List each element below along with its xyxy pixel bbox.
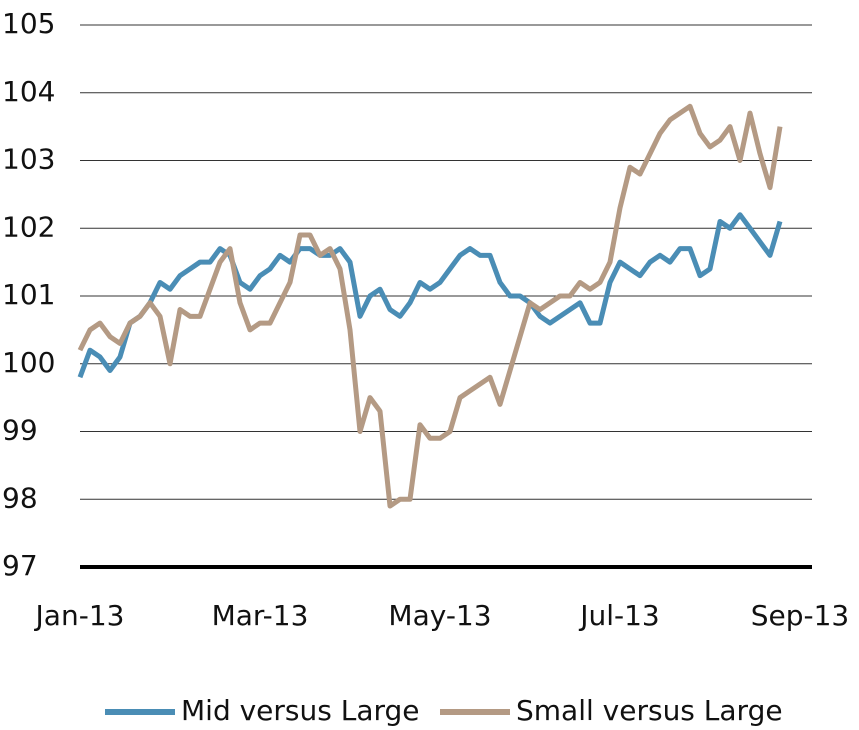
y-tick-label: 98 <box>2 481 38 514</box>
series-line <box>77 103 783 509</box>
y-tick-label: 99 <box>2 414 38 447</box>
x-tick-label: Mar-13 <box>212 599 309 632</box>
y-tick-label: 104 <box>2 75 55 108</box>
x-tick-label: May-13 <box>388 599 491 632</box>
x-tick-label: Jul-13 <box>578 599 660 632</box>
y-tick-label: 105 <box>2 7 55 40</box>
y-tick-label: 100 <box>2 346 55 379</box>
series-line <box>77 212 783 379</box>
y-tick-label: 103 <box>2 143 55 176</box>
y-tick-label: 102 <box>2 210 55 243</box>
legend-label: Mid versus Large <box>181 694 420 727</box>
y-tick-label: 101 <box>2 278 55 311</box>
y-tick-label: 97 <box>2 549 38 582</box>
x-tick-label: Sep-13 <box>751 599 850 632</box>
legend-label: Small versus Large <box>516 694 783 727</box>
x-tick-label: Jan-13 <box>34 599 125 632</box>
